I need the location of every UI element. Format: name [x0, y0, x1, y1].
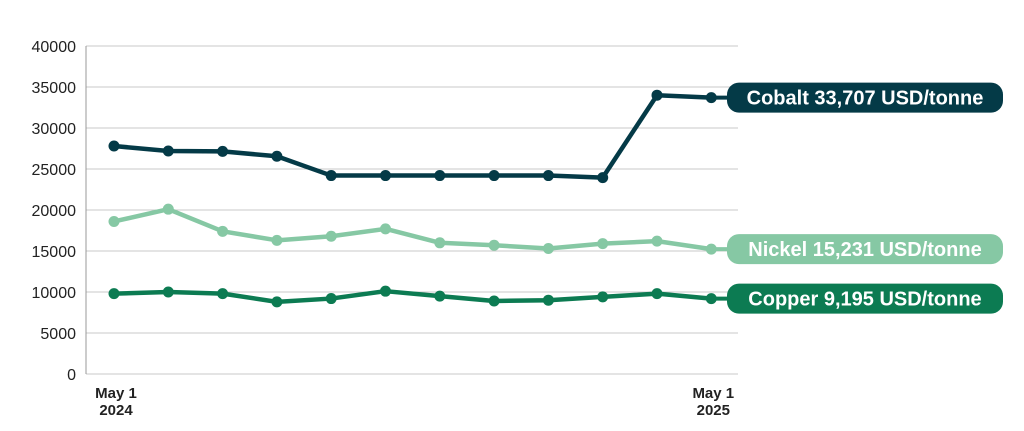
- data-point-copper: [434, 290, 446, 302]
- data-point-nickel: [380, 223, 391, 235]
- series-label-pill-nickel: [727, 234, 1003, 265]
- data-point-copper: [108, 288, 120, 300]
- data-point-nickel: [162, 203, 174, 215]
- series-labels: Cobalt 33,707 USD/tonne Nickel 15,231 USD…: [711, 82, 1003, 314]
- data-point-copper: [380, 285, 391, 297]
- data-point-nickel: [108, 215, 120, 227]
- series-layer: [108, 89, 717, 308]
- data-point-cobalt: [217, 145, 229, 157]
- series-label-pill-copper: [727, 283, 1003, 314]
- data-point-nickel: [434, 237, 446, 249]
- data-point-cobalt: [271, 150, 283, 162]
- y-tick-label: 20000: [32, 203, 77, 220]
- data-point-copper: [597, 291, 609, 303]
- series-line-nickel: [111, 206, 714, 252]
- y-tick-label: 35000: [32, 80, 77, 97]
- y-axis: 0 5000 10000 15000 20000 25000 30000 35000 40000: [32, 39, 87, 384]
- data-point-nickel: [542, 243, 554, 255]
- x-tick-label: May 1: [692, 385, 734, 402]
- series-line-copper: [111, 288, 714, 305]
- series-label-cobalt: Cobalt 33,707 USD/tonne: [747, 88, 984, 110]
- y-tick-label: 40000: [32, 39, 77, 56]
- data-point-copper: [217, 288, 229, 300]
- data-point-cobalt: [108, 140, 120, 152]
- x-tick-label: 2024: [99, 402, 133, 419]
- series-label-nickel: Nickel 15,231 USD/tonne: [748, 239, 981, 261]
- data-point-cobalt: [597, 172, 609, 184]
- x-tick-label: May 1: [95, 385, 137, 402]
- data-point-nickel: [488, 239, 500, 251]
- data-point-copper: [271, 296, 283, 308]
- data-point-nickel: [217, 225, 229, 237]
- data-point-cobalt: [542, 170, 554, 182]
- data-point-cobalt: [488, 170, 500, 182]
- y-tick-label: 5000: [40, 326, 76, 343]
- y-tick-label: 0: [67, 367, 76, 384]
- series-label-pill-cobalt: [727, 82, 1003, 113]
- series-line-cobalt: [111, 92, 714, 180]
- data-point-cobalt: [651, 89, 663, 101]
- gridlines: [86, 45, 738, 375]
- data-point-nickel: [597, 238, 609, 250]
- data-point-copper: [162, 286, 174, 298]
- data-point-cobalt: [434, 170, 446, 182]
- data-point-copper: [325, 293, 337, 305]
- series-label-copper: Copper 9,195 USD/tonne: [748, 289, 981, 311]
- data-point-nickel: [325, 230, 337, 242]
- x-tick-label: 2025: [697, 402, 730, 419]
- data-point-copper: [651, 288, 663, 300]
- data-point-cobalt: [380, 170, 391, 182]
- data-point-cobalt: [162, 145, 174, 157]
- data-point-nickel: [651, 235, 663, 247]
- data-point-nickel: [271, 234, 283, 246]
- data-point-cobalt: [325, 170, 337, 182]
- data-point-copper: [542, 294, 554, 306]
- y-tick-label: 30000: [32, 121, 77, 138]
- y-tick-label: 10000: [32, 285, 77, 302]
- y-tick-label: 15000: [32, 244, 77, 261]
- data-point-copper: [488, 295, 500, 307]
- y-tick-label: 25000: [32, 162, 77, 179]
